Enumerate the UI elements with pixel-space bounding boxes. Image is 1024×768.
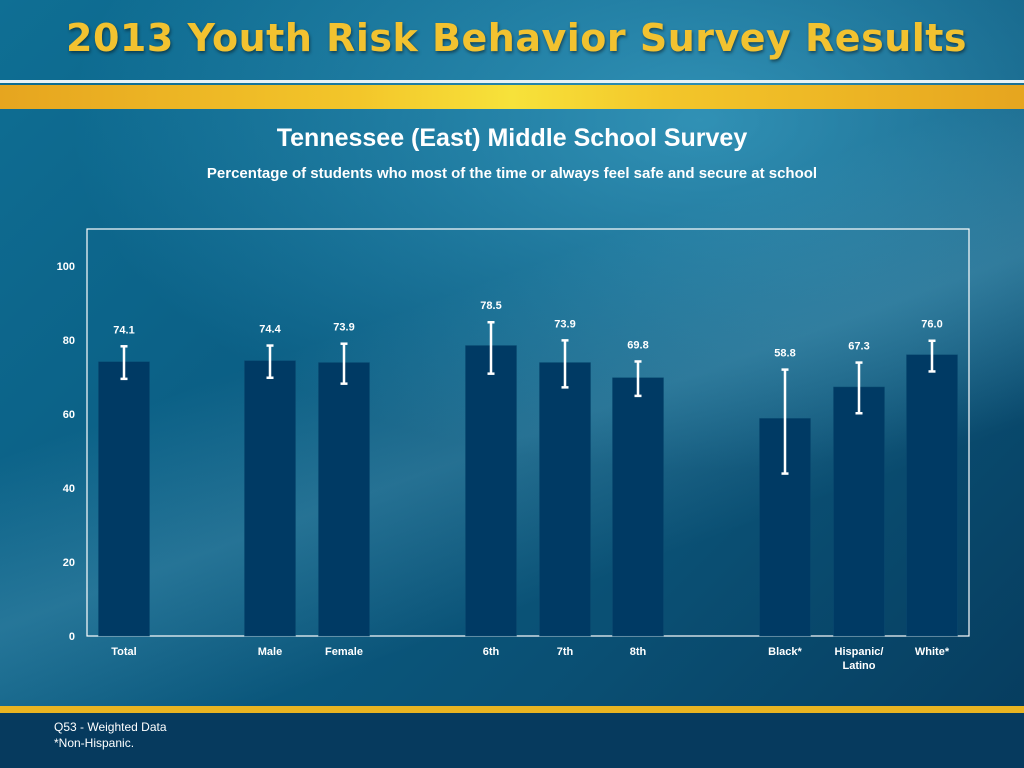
data-label: 76.0 — [921, 319, 942, 331]
data-label: 74.4 — [259, 324, 281, 336]
y-tick-label-80: 80 — [63, 335, 75, 347]
chart-subtitle: Percentage of students who most of the t… — [206, 165, 818, 182]
x-tick-label: Total — [111, 646, 136, 658]
x-tick-label: Latino — [843, 660, 876, 672]
x-tick-label: White* — [915, 646, 950, 658]
data-label: 73.9 — [554, 318, 575, 330]
bar-female — [318, 362, 370, 637]
y-tick-label-100: 100 — [57, 261, 75, 273]
data-label: 74.1 — [113, 324, 134, 336]
y-tick-label-60: 60 — [63, 409, 75, 421]
data-label: 69.8 — [627, 339, 648, 351]
bar-hispanic-latino — [833, 386, 885, 637]
x-tick-label: 7th — [557, 646, 574, 658]
bar-6th — [465, 345, 517, 637]
bar-total — [98, 361, 150, 637]
data-label: 58.8 — [774, 348, 795, 360]
y-tick-label-0: 0 — [69, 631, 75, 643]
x-tick-label: Black* — [768, 646, 802, 658]
x-tick-label: 6th — [483, 646, 500, 658]
data-label: 78.5 — [480, 300, 501, 312]
bar-white- — [906, 354, 958, 637]
footer-band — [0, 713, 1024, 768]
x-tick-label: Hispanic/ — [835, 646, 884, 658]
x-tick-label: 8th — [630, 646, 647, 658]
bar-8th — [612, 377, 664, 637]
header-white-rule — [0, 80, 1024, 83]
x-tick-label: Male — [258, 646, 282, 658]
y-tick-label-20: 20 — [63, 557, 75, 569]
bar-male — [244, 360, 296, 637]
header-gold-band — [0, 85, 1024, 109]
x-tick-label: Female — [325, 646, 363, 658]
slide-title: 2013 Youth Risk Behavior Survey Results — [66, 16, 968, 60]
plot-frame — [86, 228, 970, 637]
chart-title: Tennessee (East) Middle School Survey — [276, 124, 748, 152]
footnote-non-hispanic: *Non-Hispanic. — [54, 736, 135, 750]
footnote-weighted-data: Q53 - Weighted Data — [54, 720, 167, 734]
data-label: 73.9 — [333, 322, 354, 334]
data-label: 67.3 — [848, 341, 869, 353]
y-tick-label-40: 40 — [63, 483, 75, 495]
bar-7th — [539, 362, 591, 637]
footer-gold-rule — [0, 706, 1024, 713]
